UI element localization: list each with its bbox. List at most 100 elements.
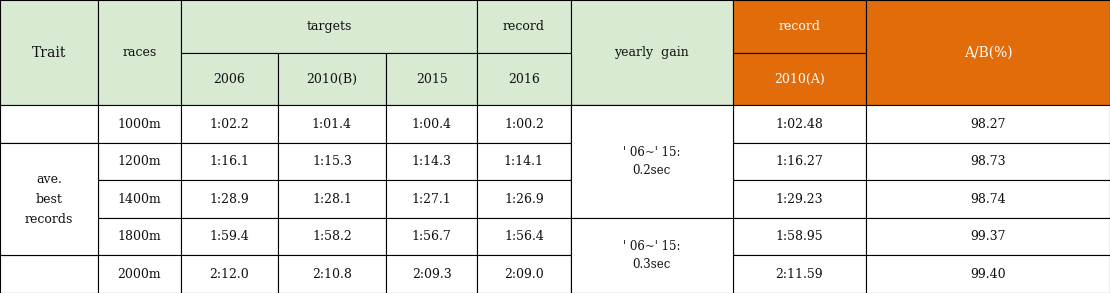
Bar <box>98 180 181 218</box>
Bar <box>278 218 386 255</box>
Bar <box>386 180 477 218</box>
Bar <box>181 53 278 105</box>
Text: 1:58.95: 1:58.95 <box>776 230 823 243</box>
Bar <box>477 180 571 218</box>
Bar <box>477 53 571 105</box>
Text: 2:11.59: 2:11.59 <box>776 268 823 281</box>
Text: 1:56.4: 1:56.4 <box>504 230 544 243</box>
Bar <box>571 105 733 143</box>
Text: 1:00.4: 1:00.4 <box>412 118 452 131</box>
Text: record: record <box>503 20 545 33</box>
Text: 1:15.3: 1:15.3 <box>312 155 352 168</box>
Bar <box>386 105 477 143</box>
Text: 2:09.3: 2:09.3 <box>412 268 452 281</box>
Bar <box>477 255 571 293</box>
Bar <box>98 255 181 293</box>
Bar <box>0 105 98 143</box>
Text: 99.40: 99.40 <box>970 268 1006 281</box>
Bar <box>278 105 386 143</box>
Bar <box>866 180 1110 218</box>
Text: 1:59.4: 1:59.4 <box>210 230 249 243</box>
Text: 1:56.7: 1:56.7 <box>412 230 452 243</box>
Bar <box>866 218 1110 255</box>
Bar <box>733 180 866 218</box>
Bar <box>278 143 386 180</box>
Text: 1000m: 1000m <box>118 118 161 131</box>
Bar <box>386 218 477 255</box>
Bar <box>571 105 733 218</box>
Text: 2015: 2015 <box>416 73 447 86</box>
Text: 1200m: 1200m <box>118 155 161 168</box>
Text: races: races <box>122 46 157 59</box>
Text: 98.74: 98.74 <box>970 193 1006 206</box>
Bar <box>477 143 571 180</box>
Text: 2006: 2006 <box>213 73 245 86</box>
Bar <box>571 218 733 293</box>
Bar <box>98 105 181 143</box>
Text: ave.
best
records: ave. best records <box>24 173 73 226</box>
Text: yearly  gain: yearly gain <box>614 46 689 59</box>
Text: 1:26.9: 1:26.9 <box>504 193 544 206</box>
Bar <box>571 218 733 255</box>
Bar <box>0 180 98 218</box>
Text: 2:12.0: 2:12.0 <box>210 268 249 281</box>
Text: 2000m: 2000m <box>118 268 161 281</box>
Bar <box>733 255 866 293</box>
Bar <box>477 218 571 255</box>
Bar <box>571 0 733 105</box>
Text: targets: targets <box>306 20 352 33</box>
Bar <box>0 143 98 255</box>
Bar <box>733 0 866 53</box>
Text: 1:58.2: 1:58.2 <box>312 230 352 243</box>
Bar <box>386 143 477 180</box>
Text: 99.37: 99.37 <box>970 230 1006 243</box>
Bar <box>181 218 278 255</box>
Bar <box>278 180 386 218</box>
Bar <box>181 255 278 293</box>
Text: 1:14.1: 1:14.1 <box>504 155 544 168</box>
Text: 1:16.1: 1:16.1 <box>209 155 250 168</box>
Bar <box>477 0 571 53</box>
Text: 2:10.8: 2:10.8 <box>312 268 352 281</box>
Text: A/B(%): A/B(%) <box>963 46 1012 60</box>
Text: 1:00.2: 1:00.2 <box>504 118 544 131</box>
Text: Trait: Trait <box>32 46 65 60</box>
Bar <box>571 255 733 293</box>
Text: record: record <box>778 20 820 33</box>
Bar <box>866 255 1110 293</box>
Bar <box>477 105 571 143</box>
Text: 1:16.27: 1:16.27 <box>775 155 824 168</box>
Bar <box>733 105 866 143</box>
Bar <box>278 255 386 293</box>
Text: ' 06~' 15:
0.2sec: ' 06~' 15: 0.2sec <box>623 146 680 177</box>
Text: 98.73: 98.73 <box>970 155 1006 168</box>
Text: 1:28.9: 1:28.9 <box>210 193 249 206</box>
Bar <box>866 143 1110 180</box>
Bar <box>181 0 477 53</box>
Bar <box>0 143 98 180</box>
Bar <box>0 218 98 255</box>
Bar <box>386 255 477 293</box>
Bar <box>0 255 98 293</box>
Bar <box>733 218 866 255</box>
Text: 1800m: 1800m <box>118 230 161 243</box>
Text: 1:27.1: 1:27.1 <box>412 193 452 206</box>
Bar <box>571 143 733 180</box>
Text: 2:09.0: 2:09.0 <box>504 268 544 281</box>
Text: 1:28.1: 1:28.1 <box>312 193 352 206</box>
Text: 1:01.4: 1:01.4 <box>312 118 352 131</box>
Bar <box>0 0 98 105</box>
Bar <box>733 53 866 105</box>
Text: 1:14.3: 1:14.3 <box>412 155 452 168</box>
Bar <box>181 180 278 218</box>
Bar <box>866 105 1110 143</box>
Bar <box>571 180 733 218</box>
Text: 1400m: 1400m <box>118 193 161 206</box>
Text: 1:02.2: 1:02.2 <box>210 118 249 131</box>
Text: 1:29.23: 1:29.23 <box>776 193 823 206</box>
Text: 2016: 2016 <box>508 73 539 86</box>
Bar <box>181 105 278 143</box>
Text: 1:02.48: 1:02.48 <box>775 118 824 131</box>
Text: 2010(B): 2010(B) <box>306 73 357 86</box>
Bar <box>866 0 1110 105</box>
